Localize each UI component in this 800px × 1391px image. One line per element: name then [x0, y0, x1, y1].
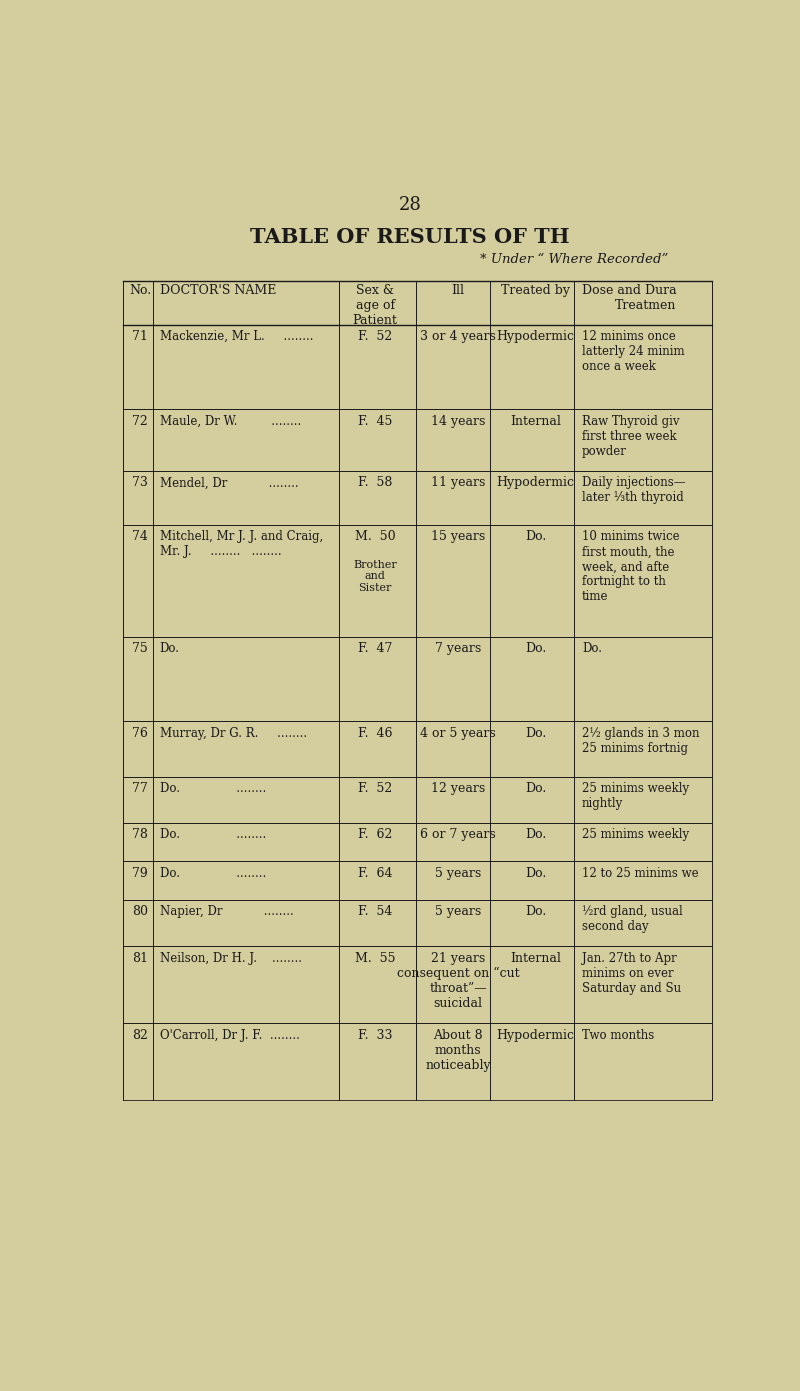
Text: 5 years: 5 years	[435, 867, 481, 881]
Text: 82: 82	[132, 1028, 148, 1042]
Text: Do.: Do.	[525, 906, 546, 918]
Text: F.  47: F. 47	[358, 643, 392, 655]
Text: 78: 78	[132, 829, 148, 842]
Text: 11 years: 11 years	[431, 477, 486, 490]
Text: Maule, Dr W.         ........: Maule, Dr W. ........	[160, 415, 301, 428]
Text: O'Carroll, Dr J. F.  ........: O'Carroll, Dr J. F. ........	[160, 1028, 299, 1042]
Text: Brother
and
Sister: Brother and Sister	[354, 559, 397, 593]
Text: F.  52: F. 52	[358, 782, 392, 796]
Text: Daily injections—
later ⅓th thyroid: Daily injections— later ⅓th thyroid	[582, 477, 686, 505]
Text: F.  54: F. 54	[358, 906, 392, 918]
Text: Do.               ........: Do. ........	[160, 867, 266, 881]
Text: F.  46: F. 46	[358, 726, 392, 740]
Text: No.: No.	[130, 284, 151, 296]
Text: F.  58: F. 58	[358, 477, 392, 490]
Text: Hypodermic: Hypodermic	[497, 330, 574, 344]
Text: 75: 75	[133, 643, 148, 655]
Text: 72: 72	[133, 415, 148, 428]
Text: 14 years: 14 years	[431, 415, 486, 428]
Text: M.  50: M. 50	[355, 530, 395, 544]
Text: F.  33: F. 33	[358, 1028, 392, 1042]
Text: M.  55: M. 55	[355, 951, 395, 964]
Text: 7 years: 7 years	[435, 643, 481, 655]
Text: Do.: Do.	[525, 726, 546, 740]
Text: ½rd gland, usual
second day: ½rd gland, usual second day	[582, 906, 682, 933]
Text: Do.: Do.	[525, 867, 546, 881]
Text: Jan. 27th to Apr
minims on ever
Saturday and Su: Jan. 27th to Apr minims on ever Saturday…	[582, 951, 681, 995]
Text: 79: 79	[133, 867, 148, 881]
Text: 73: 73	[132, 477, 148, 490]
Text: Do.: Do.	[525, 829, 546, 842]
Text: Two months: Two months	[582, 1028, 654, 1042]
Text: Neilson, Dr H. J.    ........: Neilson, Dr H. J. ........	[160, 951, 302, 964]
Text: 77: 77	[133, 782, 148, 796]
Text: 12 minims once
latterly 24 minim
once a week: 12 minims once latterly 24 minim once a …	[582, 330, 685, 373]
Text: Hypodermic: Hypodermic	[497, 1028, 574, 1042]
Text: Sex &
age of
Patient: Sex & age of Patient	[353, 284, 398, 327]
Text: Mackenzie, Mr L.     ........: Mackenzie, Mr L. ........	[160, 330, 313, 344]
Text: F.  52: F. 52	[358, 330, 392, 344]
Text: F.  62: F. 62	[358, 829, 392, 842]
Text: Internal: Internal	[510, 951, 561, 964]
Text: Ill: Ill	[451, 284, 465, 296]
Text: * Under “ Where Recorded”: * Under “ Where Recorded”	[480, 253, 668, 266]
Text: Napier, Dr           ........: Napier, Dr ........	[160, 906, 294, 918]
Text: Raw Thyroid giv
first three week
powder: Raw Thyroid giv first three week powder	[582, 415, 679, 458]
Text: Internal: Internal	[510, 415, 561, 428]
Text: 81: 81	[132, 951, 148, 964]
Text: Do.               ........: Do. ........	[160, 782, 266, 796]
Text: About 8
months
noticeably: About 8 months noticeably	[426, 1028, 491, 1071]
Text: F.  64: F. 64	[358, 867, 392, 881]
Text: 4 or 5 years: 4 or 5 years	[420, 726, 496, 740]
Text: Do.: Do.	[525, 643, 546, 655]
Text: 12 to 25 minims we: 12 to 25 minims we	[582, 867, 698, 881]
Text: Mendel, Dr           ........: Mendel, Dr ........	[160, 477, 298, 490]
Text: 12 years: 12 years	[431, 782, 485, 796]
Text: 6 or 7 years: 6 or 7 years	[420, 829, 496, 842]
Text: 28: 28	[398, 196, 422, 214]
Text: 76: 76	[132, 726, 148, 740]
Text: Dose and Dura
Treatmen: Dose and Dura Treatmen	[582, 284, 677, 312]
Text: 25 minims weekly
nightly: 25 minims weekly nightly	[582, 782, 689, 810]
Text: 3 or 4 years: 3 or 4 years	[420, 330, 496, 344]
Text: Do.               ........: Do. ........	[160, 829, 266, 842]
Text: 15 years: 15 years	[431, 530, 485, 544]
Text: 2½ glands in 3 mon
25 minims fortnig: 2½ glands in 3 mon 25 minims fortnig	[582, 726, 699, 755]
Text: Do.: Do.	[525, 530, 546, 544]
Text: Do.: Do.	[160, 643, 180, 655]
Text: 5 years: 5 years	[435, 906, 481, 918]
Text: Murray, Dr G. R.     ........: Murray, Dr G. R. ........	[160, 726, 307, 740]
Text: 10 minims twice
first mouth, the
week, and afte
fortnight to th
time: 10 minims twice first mouth, the week, a…	[582, 530, 680, 604]
Text: Mitchell, Mr J. J. and Craig,
Mr. J.     ........   ........: Mitchell, Mr J. J. and Craig, Mr. J. ...…	[160, 530, 323, 558]
Text: Hypodermic: Hypodermic	[497, 477, 574, 490]
Text: 21 years
consequent on “cut
throat”—
suicidal: 21 years consequent on “cut throat”— sui…	[397, 951, 519, 1010]
Text: Do.: Do.	[582, 643, 602, 655]
Text: 74: 74	[132, 530, 148, 544]
Text: TABLE OF RESULTS OF TH: TABLE OF RESULTS OF TH	[250, 227, 570, 248]
Text: Treated by: Treated by	[501, 284, 570, 296]
Text: 71: 71	[132, 330, 148, 344]
Text: F.  45: F. 45	[358, 415, 392, 428]
Text: 80: 80	[132, 906, 148, 918]
Text: Do.: Do.	[525, 782, 546, 796]
Text: 25 minims weekly: 25 minims weekly	[582, 829, 689, 842]
Text: DOCTOR'S NAME: DOCTOR'S NAME	[160, 284, 276, 296]
